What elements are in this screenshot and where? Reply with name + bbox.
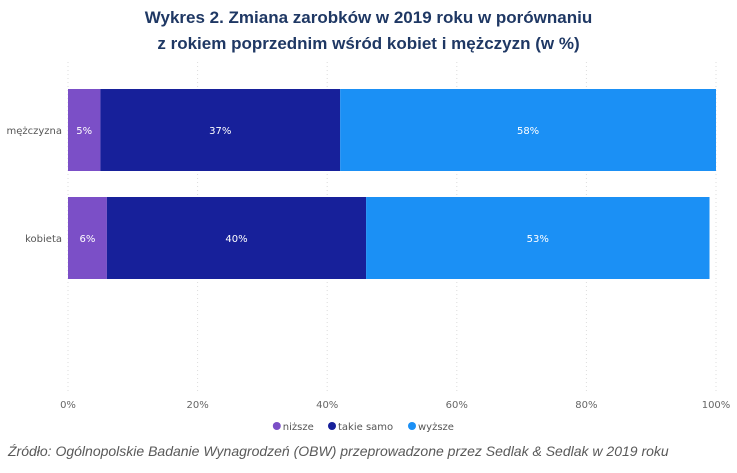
- chart-title-line-1: Wykres 2. Zmiana zarobków w 2019 roku w …: [144, 8, 593, 27]
- legend-label: wyższe: [418, 422, 454, 433]
- bar-segment: [340, 89, 716, 171]
- data-label: 58%: [517, 126, 539, 137]
- legend-marker: [328, 422, 336, 430]
- legend-label: takie samo: [338, 422, 393, 433]
- bar-segment: [366, 197, 710, 279]
- x-tick-label: 80%: [575, 400, 597, 411]
- legend-marker: [408, 422, 416, 430]
- data-label: 40%: [225, 234, 247, 245]
- bar-segment: [106, 197, 367, 279]
- bar-segment: [100, 89, 341, 171]
- bar-segment: [68, 89, 101, 171]
- x-tick-label: 0%: [60, 400, 76, 411]
- data-label: 53%: [527, 234, 549, 245]
- x-tick-label: 40%: [316, 400, 338, 411]
- x-tick-label: 60%: [446, 400, 468, 411]
- data-label: 6%: [80, 234, 96, 245]
- source-note: Źródło: Ogólnopolskie Badanie Wynagrodze…: [8, 443, 669, 459]
- category-label: mężczyzna: [6, 126, 62, 137]
- x-tick-label: 20%: [186, 400, 208, 411]
- legend-label: niższe: [283, 422, 314, 433]
- legend-marker: [272, 422, 281, 430]
- data-label: 37%: [209, 126, 231, 137]
- chart-title-line-2: z rokiem poprzednim wśród kobiet i mężcz…: [157, 34, 580, 53]
- data-label: 5%: [76, 126, 92, 137]
- category-label: kobieta: [25, 234, 62, 245]
- bar-segment: [68, 197, 107, 279]
- x-tick-label: 100%: [702, 400, 731, 411]
